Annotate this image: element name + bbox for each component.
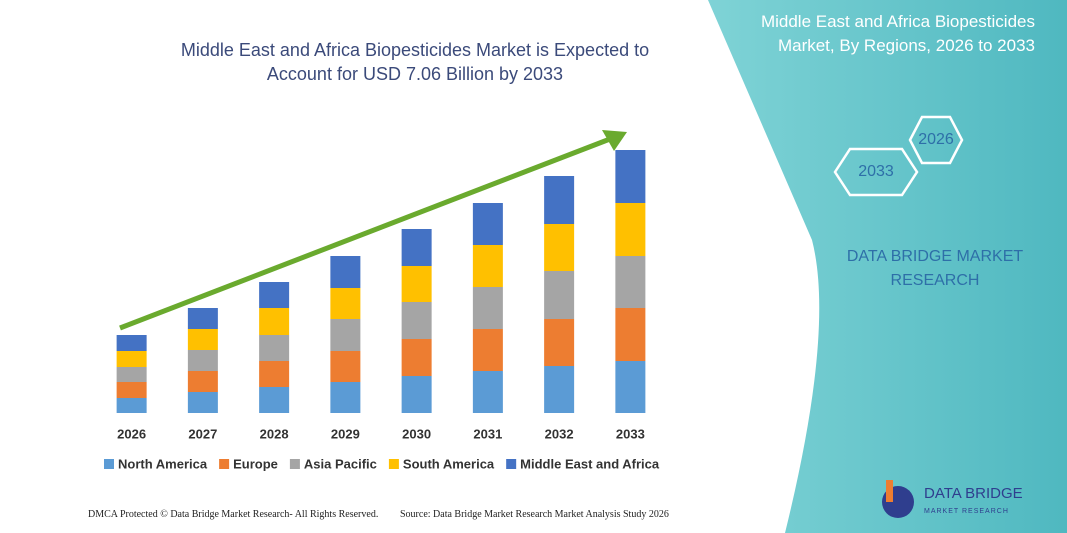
chart-title: Middle East and Africa Biopesticides Mar… bbox=[180, 40, 650, 84]
legend-swatch bbox=[104, 459, 114, 469]
x-tick-label: 2027 bbox=[188, 426, 217, 441]
legend-label: Asia Pacific bbox=[304, 456, 377, 471]
bar-segment bbox=[472, 371, 503, 413]
bar-segment bbox=[401, 302, 432, 339]
x-tick-label: 2033 bbox=[616, 426, 645, 441]
bar-segment bbox=[259, 361, 290, 387]
legend-label: North America bbox=[118, 456, 208, 471]
bar-segment bbox=[472, 329, 503, 371]
bar-segment bbox=[330, 382, 361, 413]
bar-segment bbox=[544, 224, 575, 271]
bar-segment bbox=[615, 150, 646, 203]
trend-arrow bbox=[119, 136, 611, 331]
legend-swatch bbox=[289, 459, 300, 469]
bar-segment bbox=[401, 266, 432, 302]
logo-tagline: MARKET RESEARCH bbox=[924, 508, 1009, 515]
side-panel bbox=[708, 0, 1067, 533]
x-tick-label: 2029 bbox=[331, 426, 360, 441]
bar-segment bbox=[187, 308, 218, 329]
bar-segment bbox=[401, 229, 432, 266]
bar-segment bbox=[401, 339, 432, 376]
bar-segment bbox=[615, 308, 646, 361]
trend-arrowhead bbox=[602, 130, 627, 151]
bar-segment bbox=[187, 392, 218, 413]
x-tick-label: 2028 bbox=[260, 426, 289, 441]
x-tick-label: 2030 bbox=[402, 426, 431, 441]
bar-segment bbox=[544, 319, 575, 366]
legend-label: Middle East and Africa bbox=[520, 456, 660, 471]
bar-segment bbox=[544, 176, 575, 224]
footer-right: Source: Data Bridge Market Research Mark… bbox=[400, 509, 669, 520]
bar-segment bbox=[401, 376, 432, 413]
x-tick-label: 2026 bbox=[117, 426, 146, 441]
bar-segment bbox=[187, 350, 218, 371]
x-tick-label: 2032 bbox=[545, 426, 574, 441]
legend-label: South America bbox=[403, 456, 495, 471]
legend-swatch bbox=[388, 459, 399, 469]
bar-segment bbox=[544, 271, 575, 319]
footer-left: DMCA Protected © Data Bridge Market Rese… bbox=[88, 509, 379, 520]
bar-segment bbox=[259, 335, 290, 361]
bar-segment bbox=[116, 335, 147, 351]
legend-swatch bbox=[219, 459, 230, 469]
bar-segment bbox=[330, 319, 361, 351]
legend-label: Europe bbox=[233, 456, 278, 471]
logo: DATA BRIDGE MARKET RESEARCH bbox=[882, 480, 1023, 518]
bar-segment bbox=[187, 329, 218, 350]
bar-segment bbox=[116, 351, 147, 367]
x-tick-label: 2031 bbox=[473, 426, 502, 441]
bar-segment bbox=[330, 288, 361, 319]
bar-segment bbox=[330, 351, 361, 382]
bar-segment bbox=[116, 398, 147, 413]
hex-label: 2026 bbox=[918, 131, 954, 148]
bar-segment bbox=[615, 361, 646, 413]
panel-brand: DATA BRIDGE MARKET RESEARCH bbox=[846, 248, 1024, 289]
bar-segment bbox=[615, 203, 646, 256]
logo-name: DATA BRIDGE bbox=[924, 485, 1023, 502]
bar-segment bbox=[472, 287, 503, 329]
bar-segment bbox=[330, 256, 361, 288]
bar-segment bbox=[259, 308, 290, 335]
bar-segment bbox=[472, 245, 503, 287]
panel-title: Middle East and Africa Biopesticides Mar… bbox=[760, 12, 1035, 55]
bar-segment bbox=[259, 282, 290, 308]
legend-swatch bbox=[506, 459, 517, 469]
hexagon bbox=[908, 115, 964, 165]
hex-label: 2033 bbox=[858, 163, 894, 180]
bar-segment bbox=[472, 203, 503, 245]
bar-segment bbox=[116, 367, 147, 382]
logo-mark bbox=[886, 480, 893, 502]
hexagon bbox=[833, 147, 919, 197]
bar-segment bbox=[615, 256, 646, 308]
bar-segment bbox=[116, 382, 147, 398]
bar-segment bbox=[544, 366, 575, 413]
bar-segment bbox=[259, 387, 290, 413]
bar-segment bbox=[187, 371, 218, 392]
